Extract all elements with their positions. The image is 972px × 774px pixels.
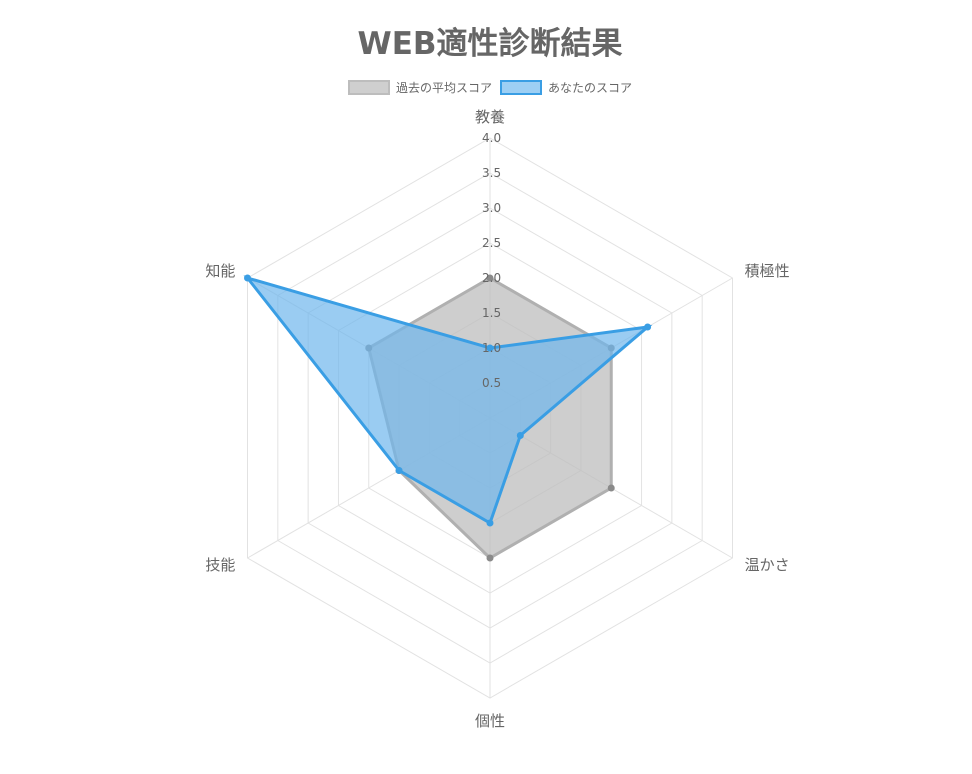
series-0-point-2[interactable] [607, 484, 615, 492]
axis-label-5: 知能 [205, 262, 235, 280]
legend-swatch-you [500, 80, 542, 95]
legend-label-you: あなたのスコア [548, 81, 632, 95]
series-1-point-5[interactable] [244, 274, 252, 282]
series-1-point-2[interactable] [516, 432, 524, 439]
axis-label-0: 教養 [475, 108, 505, 126]
tick-label-1: 1.0 [482, 341, 501, 355]
chart-title: WEB適性診断結果 [358, 26, 623, 62]
legend-label-average: 過去の平均スコア [396, 81, 492, 95]
series-1-point-3[interactable] [486, 519, 494, 527]
tick-label-4: 2.5 [482, 236, 501, 250]
tick-label-5: 3.0 [482, 201, 501, 215]
axis-label-4: 技能 [205, 556, 235, 574]
series-1-point-0[interactable] [486, 344, 494, 352]
tick-label-3: 2.0 [482, 271, 501, 285]
series-0-point-0[interactable] [486, 274, 494, 282]
series-0-point-3[interactable] [486, 554, 494, 562]
radar-series [243, 274, 653, 562]
series-1-point-1[interactable] [644, 323, 652, 331]
tick-label-6: 3.5 [482, 166, 501, 180]
tick-label-7: 4.0 [482, 131, 501, 145]
tick-label-2: 1.5 [482, 306, 501, 320]
legend-swatch-average [348, 80, 390, 95]
legend-item-you[interactable]: あなたのスコア [500, 80, 632, 95]
series-1-point-4[interactable] [395, 467, 403, 474]
axis-label-2: 温かさ [745, 556, 790, 574]
tick-label-0: 0.5 [482, 376, 501, 390]
legend-item-average[interactable]: 過去の平均スコア [348, 80, 492, 95]
radar-ticks: 0.5 1.0 1.5 2.0 2.5 3.0 3.5 4.0 [482, 131, 501, 390]
axis-label-3: 個性 [475, 712, 505, 730]
axis-label-1: 積極性 [745, 262, 790, 280]
legend: 過去の平均スコア あなたのスコア [348, 80, 632, 95]
